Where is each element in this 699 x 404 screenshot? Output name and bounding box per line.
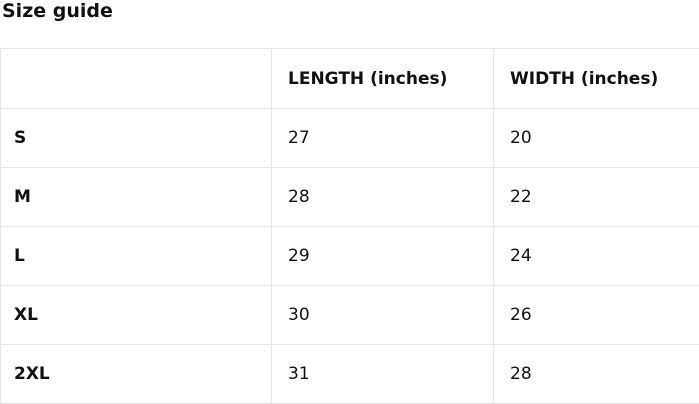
- table-row: M 28 22: [0, 167, 699, 227]
- length-value: 30: [271, 285, 494, 345]
- length-value: 29: [271, 226, 494, 286]
- table-row: 2XL 31 28: [0, 344, 699, 404]
- length-value: 27: [271, 108, 494, 168]
- size-label: 2XL: [0, 344, 272, 404]
- size-guide-table: LENGTH (inches) WIDTH (inches) S 27 20 M…: [0, 48, 699, 404]
- width-value: 22: [493, 167, 699, 227]
- size-label: L: [0, 226, 272, 286]
- size-label: S: [0, 108, 272, 168]
- width-value: 24: [493, 226, 699, 286]
- length-value: 31: [271, 344, 494, 404]
- header-cell-length: LENGTH (inches): [271, 48, 494, 109]
- table-header-row: LENGTH (inches) WIDTH (inches): [0, 48, 699, 109]
- length-value: 28: [271, 167, 494, 227]
- table-row: S 27 20: [0, 108, 699, 168]
- size-label: M: [0, 167, 272, 227]
- header-cell-width: WIDTH (inches): [493, 48, 699, 109]
- width-value: 26: [493, 285, 699, 345]
- table-row: XL 30 26: [0, 285, 699, 345]
- size-label: XL: [0, 285, 272, 345]
- header-cell-size: [0, 48, 272, 109]
- width-value: 28: [493, 344, 699, 404]
- table-row: L 29 24: [0, 226, 699, 286]
- page-title: Size guide: [2, 0, 113, 22]
- width-value: 20: [493, 108, 699, 168]
